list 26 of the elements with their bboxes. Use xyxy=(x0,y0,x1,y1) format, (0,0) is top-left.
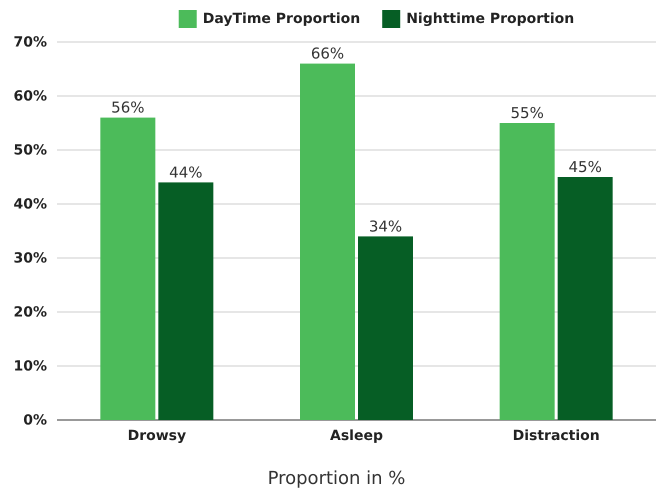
x-tick-label: Drowsy xyxy=(128,428,186,444)
bar xyxy=(300,64,355,420)
y-tick-label: 60% xyxy=(13,88,47,104)
bar xyxy=(500,123,555,420)
legend-label: Nighttime Proportion xyxy=(406,11,574,27)
y-tick-label: 10% xyxy=(13,358,47,374)
data-label: 44% xyxy=(169,163,203,182)
bar xyxy=(100,118,156,420)
y-tick-label: 20% xyxy=(13,304,47,320)
y-tick-label: 70% xyxy=(13,34,47,50)
data-label: 34% xyxy=(368,217,402,236)
data-label: 66% xyxy=(310,44,344,63)
legend-label: DayTime Proportion xyxy=(202,11,360,27)
x-axis-title: Proportion in % xyxy=(268,468,406,489)
bar xyxy=(358,236,413,420)
bar xyxy=(558,177,613,420)
bar xyxy=(158,182,214,420)
y-tick-label: 40% xyxy=(13,196,47,212)
data-label: 56% xyxy=(111,98,145,117)
data-label: 55% xyxy=(510,104,544,122)
x-tick-label: Asleep xyxy=(330,428,383,444)
data-label: 45% xyxy=(568,158,602,176)
y-tick-label: 50% xyxy=(13,142,47,158)
y-tick-label: 30% xyxy=(13,250,47,266)
y-tick-label: 0% xyxy=(23,412,47,428)
x-tick-label: Distraction xyxy=(512,428,600,444)
